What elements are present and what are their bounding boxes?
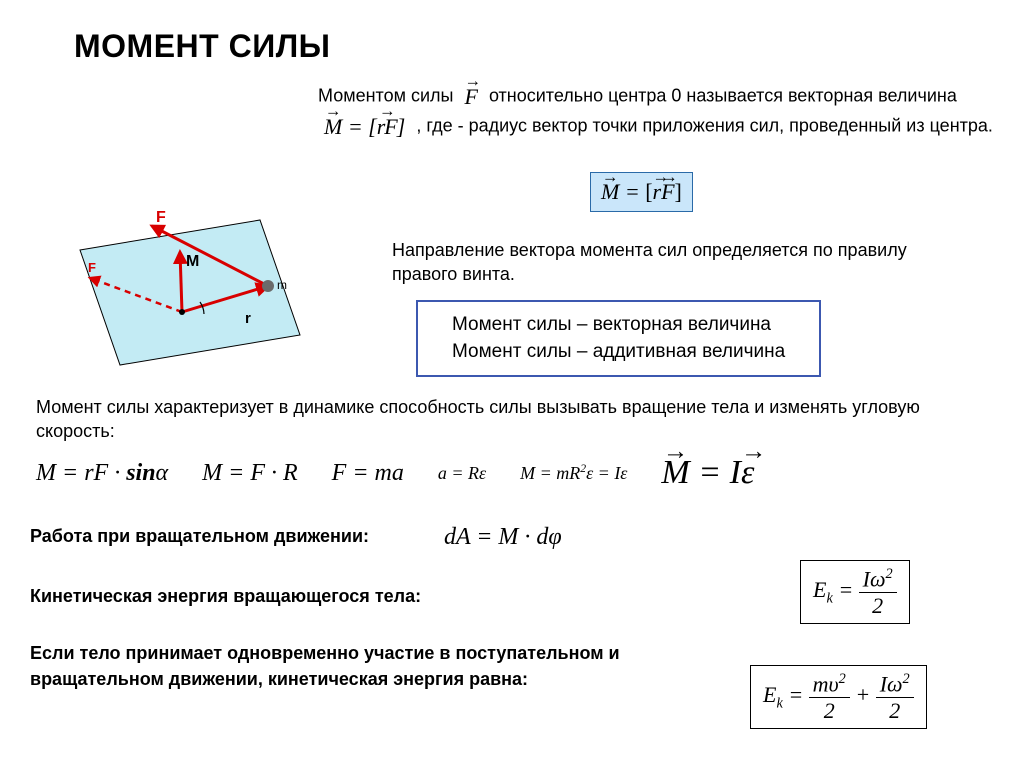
paragraph-characterize: Момент силы характеризует в динамике спо… xyxy=(36,395,996,444)
label-kinetic: Кинетическая энергия вращающегося тела: xyxy=(30,584,421,608)
formula-Ek-rotation: Ek = Iω2 2 xyxy=(800,560,910,624)
page-title: МОМЕНТ СИЛЫ xyxy=(74,28,330,65)
def-text-b: относительно центра 0 называется векторн… xyxy=(489,86,957,106)
moment-diagram: F F Mr m xyxy=(60,190,320,370)
label-work: Работа при вращательном движении: xyxy=(30,524,369,548)
paragraph-definition: Моментом силы F относительно центра 0 на… xyxy=(318,82,998,141)
inline-vec-F: F xyxy=(464,82,477,112)
svg-text:m: m xyxy=(277,278,287,292)
box-line-1: Момент силы – векторная величина xyxy=(452,312,785,339)
def-text-c: , где - радиус вектор точки приложения с… xyxy=(416,115,993,135)
svg-text:F: F xyxy=(156,209,166,226)
boxed-properties: Момент силы – векторная величина Момент … xyxy=(416,300,821,377)
formula-M-FR: M = F · R xyxy=(202,460,298,487)
formula-a-Re: a = Rε xyxy=(438,463,486,484)
formulas-row: M = rF · sinα M = F · R F = ma a = Rε M … xyxy=(36,454,996,492)
formula-M-mR2e: M = mR2ε = Iε xyxy=(520,462,627,484)
paragraph-combined: Если тело принимает одновременно участие… xyxy=(30,640,730,692)
paragraph-direction: Направление вектора момента сил определя… xyxy=(392,238,952,287)
formula-M-Ieps: M = Iε xyxy=(661,454,754,492)
formula-moment-main: M = [rF] xyxy=(590,172,693,212)
svg-text:M: M xyxy=(186,253,199,270)
svg-text:r: r xyxy=(245,310,251,327)
box-line-2: Момент силы – аддитивная величина xyxy=(452,339,785,366)
formula-dA: dA = M · dφ xyxy=(444,524,562,551)
formula-Ek-combined: Ek = mυ2 2 + Iω2 2 xyxy=(750,665,927,729)
inline-M-eq-rF: M = [rF] xyxy=(324,112,405,142)
svg-text:F: F xyxy=(88,260,96,275)
formula-M-rFsin: M = rF · sinα xyxy=(36,460,168,487)
formula-F-ma: F = ma xyxy=(332,460,404,487)
